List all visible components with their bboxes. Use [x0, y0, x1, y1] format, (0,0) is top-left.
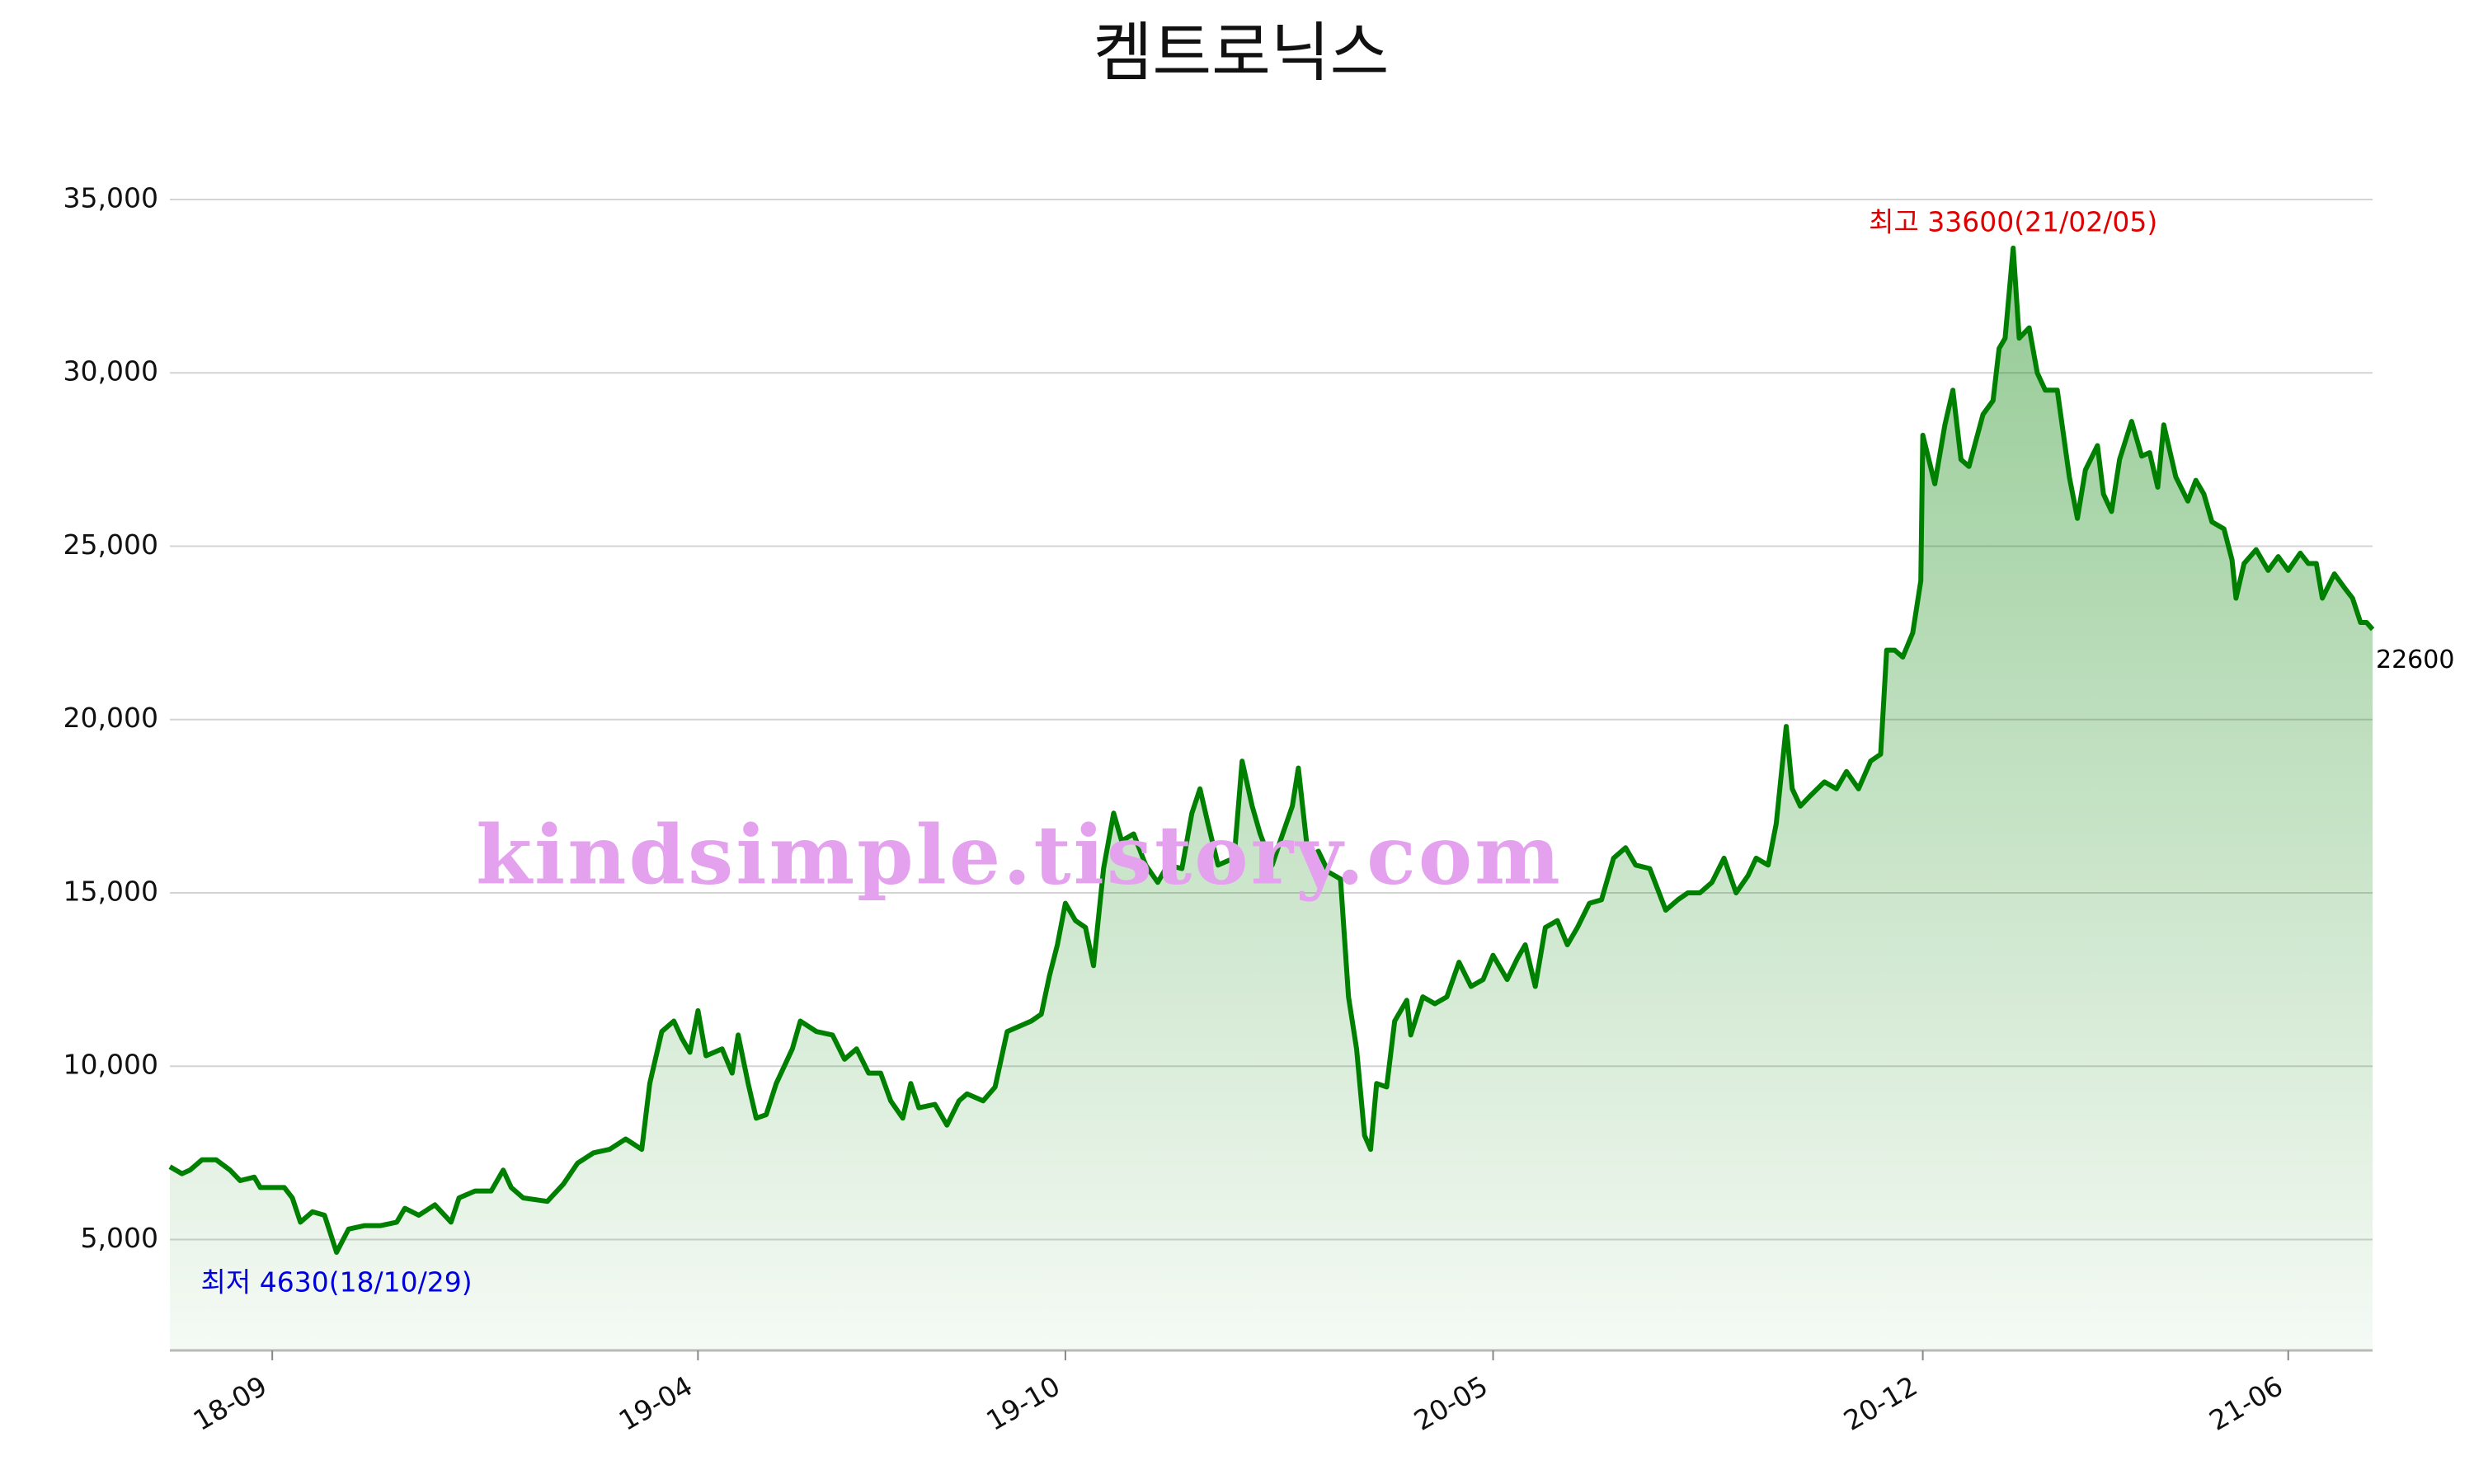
x-tick-label: 21-06: [2204, 1369, 2288, 1437]
area-fill: [170, 247, 2373, 1350]
y-tick-label: 10,000: [63, 1049, 158, 1081]
y-tick-label: 25,000: [63, 528, 158, 561]
y-tick-label: 20,000: [63, 702, 158, 734]
x-tick-label: 18-09: [188, 1369, 273, 1437]
last-label: 22600: [2376, 646, 2454, 674]
x-tick-label: 19-04: [614, 1369, 698, 1437]
min-label: 최저 4630(18/10/29): [201, 1266, 473, 1298]
y-tick-label: 5,000: [81, 1222, 158, 1254]
x-tick-label: 20-12: [1838, 1369, 1923, 1437]
max-label: 최고 33600(21/02/05): [1869, 205, 2157, 237]
y-tick-label: 35,000: [63, 182, 158, 214]
chart-title: 켐트로닉스: [1094, 16, 1390, 90]
x-tick-label: 20-05: [1409, 1369, 1493, 1437]
price-line: [168, 245, 2375, 1255]
y-tick-label: 30,000: [63, 355, 158, 387]
watermark: kindsimple.tistory.com: [476, 808, 1563, 903]
y-tick-label: 15,000: [63, 875, 158, 907]
x-tick-label: 19-10: [981, 1369, 1065, 1437]
